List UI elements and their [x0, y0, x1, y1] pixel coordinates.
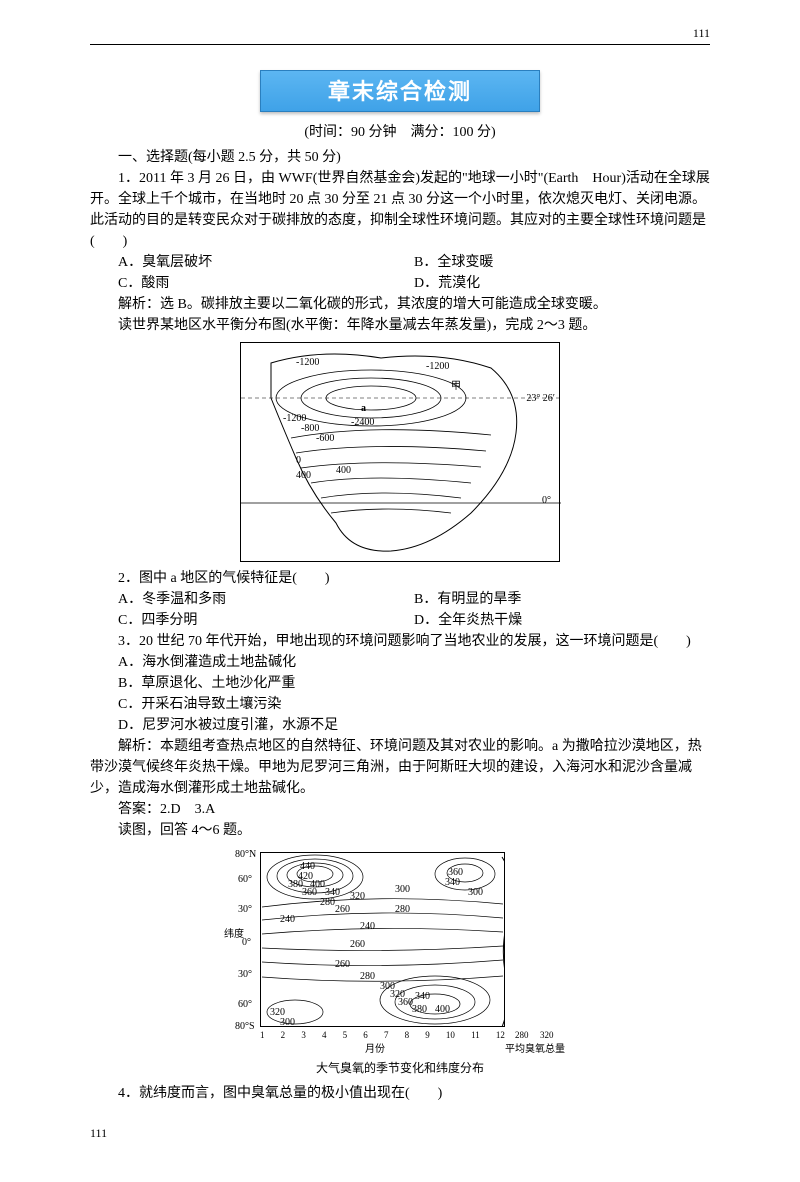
q2-optD: D．全年炎热干燥 [414, 610, 710, 631]
q1-explanation: 解析：选 B。碳排放主要以二氧化碳的形式，其浓度的增大可能造成全球变暖。 [90, 294, 710, 315]
q2-3-answers: 答案：2.D 3.A [90, 799, 710, 820]
fig2-x7: 7 [384, 1029, 389, 1043]
fig2-c280a: 280 [320, 895, 335, 910]
q3-optD: D．尼罗河水被过度引灌，水源不足 [90, 715, 710, 736]
fig2-x5: 5 [343, 1029, 348, 1043]
fig2-y3: 0° [242, 935, 251, 950]
q1-stem: 1．2011 年 3 月 26 日，由 WWF(世界自然基金会)发起的"地球一小… [90, 168, 710, 252]
q3-optB: B．草原退化、土地沙化严重 [90, 673, 710, 694]
q2-optB: B．有明显的旱季 [414, 589, 710, 610]
q1-options-row1: A．臭氧层破坏 B．全球变暖 [90, 252, 710, 273]
q2-options-row1: A．冬季温和多雨 B．有明显的旱季 [90, 589, 710, 610]
figure-ozone-chart: 纬度 80°N 60° 30° 0° 30° 60° 80°S 440 420 … [220, 847, 580, 1077]
fig1-label-n2400: -2400 [351, 415, 374, 430]
fig2-x1: 1 [260, 1029, 265, 1043]
q4-stem: 4．就纬度而言，图中臭氧总量的极小值出现在( ) [90, 1083, 710, 1104]
fig1-label-n600: -600 [316, 431, 334, 446]
fig2-y0: 80°N [235, 847, 256, 862]
fig2-x2: 2 [281, 1029, 286, 1043]
fig2-x4: 4 [322, 1029, 327, 1043]
fig2-x11: 11 [471, 1029, 480, 1043]
fig1-label-jia: 甲 [451, 379, 461, 394]
timing-line: (时间：90 分钟 满分：100 分) [90, 122, 710, 143]
fig2-x9: 9 [425, 1029, 430, 1043]
section-heading: 一、选择题(每小题 2.5 分，共 50 分) [90, 147, 710, 168]
fig2-c320a: 320 [350, 889, 365, 904]
fig2-r320: 320 [540, 1029, 554, 1043]
q2-options-row2: C．四季分明 D．全年炎热干燥 [90, 610, 710, 631]
fig2-c340b: 340 [445, 875, 460, 890]
q2-optC: C．四季分明 [118, 610, 414, 631]
fig1-label-n1200a: -1200 [296, 355, 319, 370]
fig2-x10: 10 [446, 1029, 455, 1043]
fig2-xlabel: 月份 [365, 1042, 385, 1057]
fig2-c400b: 400 [435, 1002, 450, 1017]
fig2-x6: 6 [363, 1029, 368, 1043]
fig2-c380b: 380 [412, 1002, 427, 1017]
fig2-y4: 30° [238, 967, 252, 982]
fig2-c260a: 260 [335, 902, 350, 917]
q1-optD: D．荒漠化 [414, 273, 710, 294]
fig1-label-n1200b: -1200 [426, 359, 449, 374]
fig2-caption: 大气臭氧的季节变化和纬度分布 [220, 1059, 580, 1077]
fig2-x12: 12 [496, 1029, 505, 1043]
page-number-top: 111 [693, 24, 710, 42]
q3-explanation: 解析：本题组考查热点地区的自然特征、环境问题及其对农业的影响。a 为撒哈拉沙漠地… [90, 736, 710, 799]
q1-optC: C．酸雨 [118, 273, 414, 294]
fig1-label-a: a [361, 401, 366, 416]
fig2-ylabel: 纬度 [224, 927, 244, 942]
fig2-y1: 60° [238, 872, 252, 887]
q1-options-row2: C．酸雨 D．荒漠化 [90, 273, 710, 294]
fig2-c260c: 260 [335, 957, 350, 972]
fig1-label-400a: 400 [296, 468, 311, 483]
figure-water-balance-map: -1200 -1200 -1200 -800 -2400 -600 0 400 … [240, 342, 560, 562]
fig2-x3: 3 [301, 1029, 306, 1043]
q2-stem: 2．图中 a 地区的气候特征是( ) [90, 568, 710, 589]
q3-optA: A．海水倒灌造成土地盐碱化 [90, 652, 710, 673]
q3-optC: C．开采石油导致土壤污染 [90, 694, 710, 715]
fig2-c280b: 280 [395, 902, 410, 917]
fig2-c300b: 300 [468, 885, 483, 900]
fig2-c300d: 300 [280, 1015, 295, 1030]
fig2-y2: 30° [238, 902, 252, 917]
fig1-label-tropic: 23° 26′ [526, 391, 555, 406]
lead-q4-6: 读图，回答 4～6 题。 [90, 820, 710, 841]
fig2-rightlabel: 平均臭氧总量 [505, 1042, 565, 1057]
fig1-label-equator: 0° [542, 493, 551, 508]
fig1-label-400b: 400 [336, 463, 351, 478]
fig2-x8: 8 [405, 1029, 410, 1043]
fig2-c360c: 360 [398, 995, 413, 1010]
fig2-c240a: 240 [280, 912, 295, 927]
q3-stem: 3．20 世纪 70 年代开始，甲地出现的环境问题影响了当地农业的发展，这一环境… [90, 631, 710, 652]
page-number-bottom: 111 [90, 1124, 710, 1142]
fig2-y5: 60° [238, 997, 252, 1012]
fig2-c240b: 240 [360, 919, 375, 934]
q2-optA: A．冬季温和多雨 [118, 589, 414, 610]
fig2-c260b: 260 [350, 937, 365, 952]
fig1-label-z0: 0 [296, 453, 301, 468]
q1-optA: A．臭氧层破坏 [118, 252, 414, 273]
fig2-c360a: 360 [302, 885, 317, 900]
fig2-xaxis: 1 2 3 4 5 6 7 8 9 10 11 12 [260, 1029, 505, 1043]
fig2-y6: 80°S [235, 1019, 255, 1034]
fig2-c380a: 380 [288, 877, 303, 892]
lead-q2-3: 读世界某地区水平衡分布图(水平衡：年降水量减去年蒸发量)，完成 2～3 题。 [90, 315, 710, 336]
chapter-banner: 章末综合检测 [260, 70, 540, 112]
fig2-r280: 280 [515, 1029, 529, 1043]
fig2-c280c: 280 [360, 969, 375, 984]
top-rule [90, 44, 710, 45]
fig2-c300a: 300 [395, 882, 410, 897]
q1-optB: B．全球变暖 [414, 252, 710, 273]
